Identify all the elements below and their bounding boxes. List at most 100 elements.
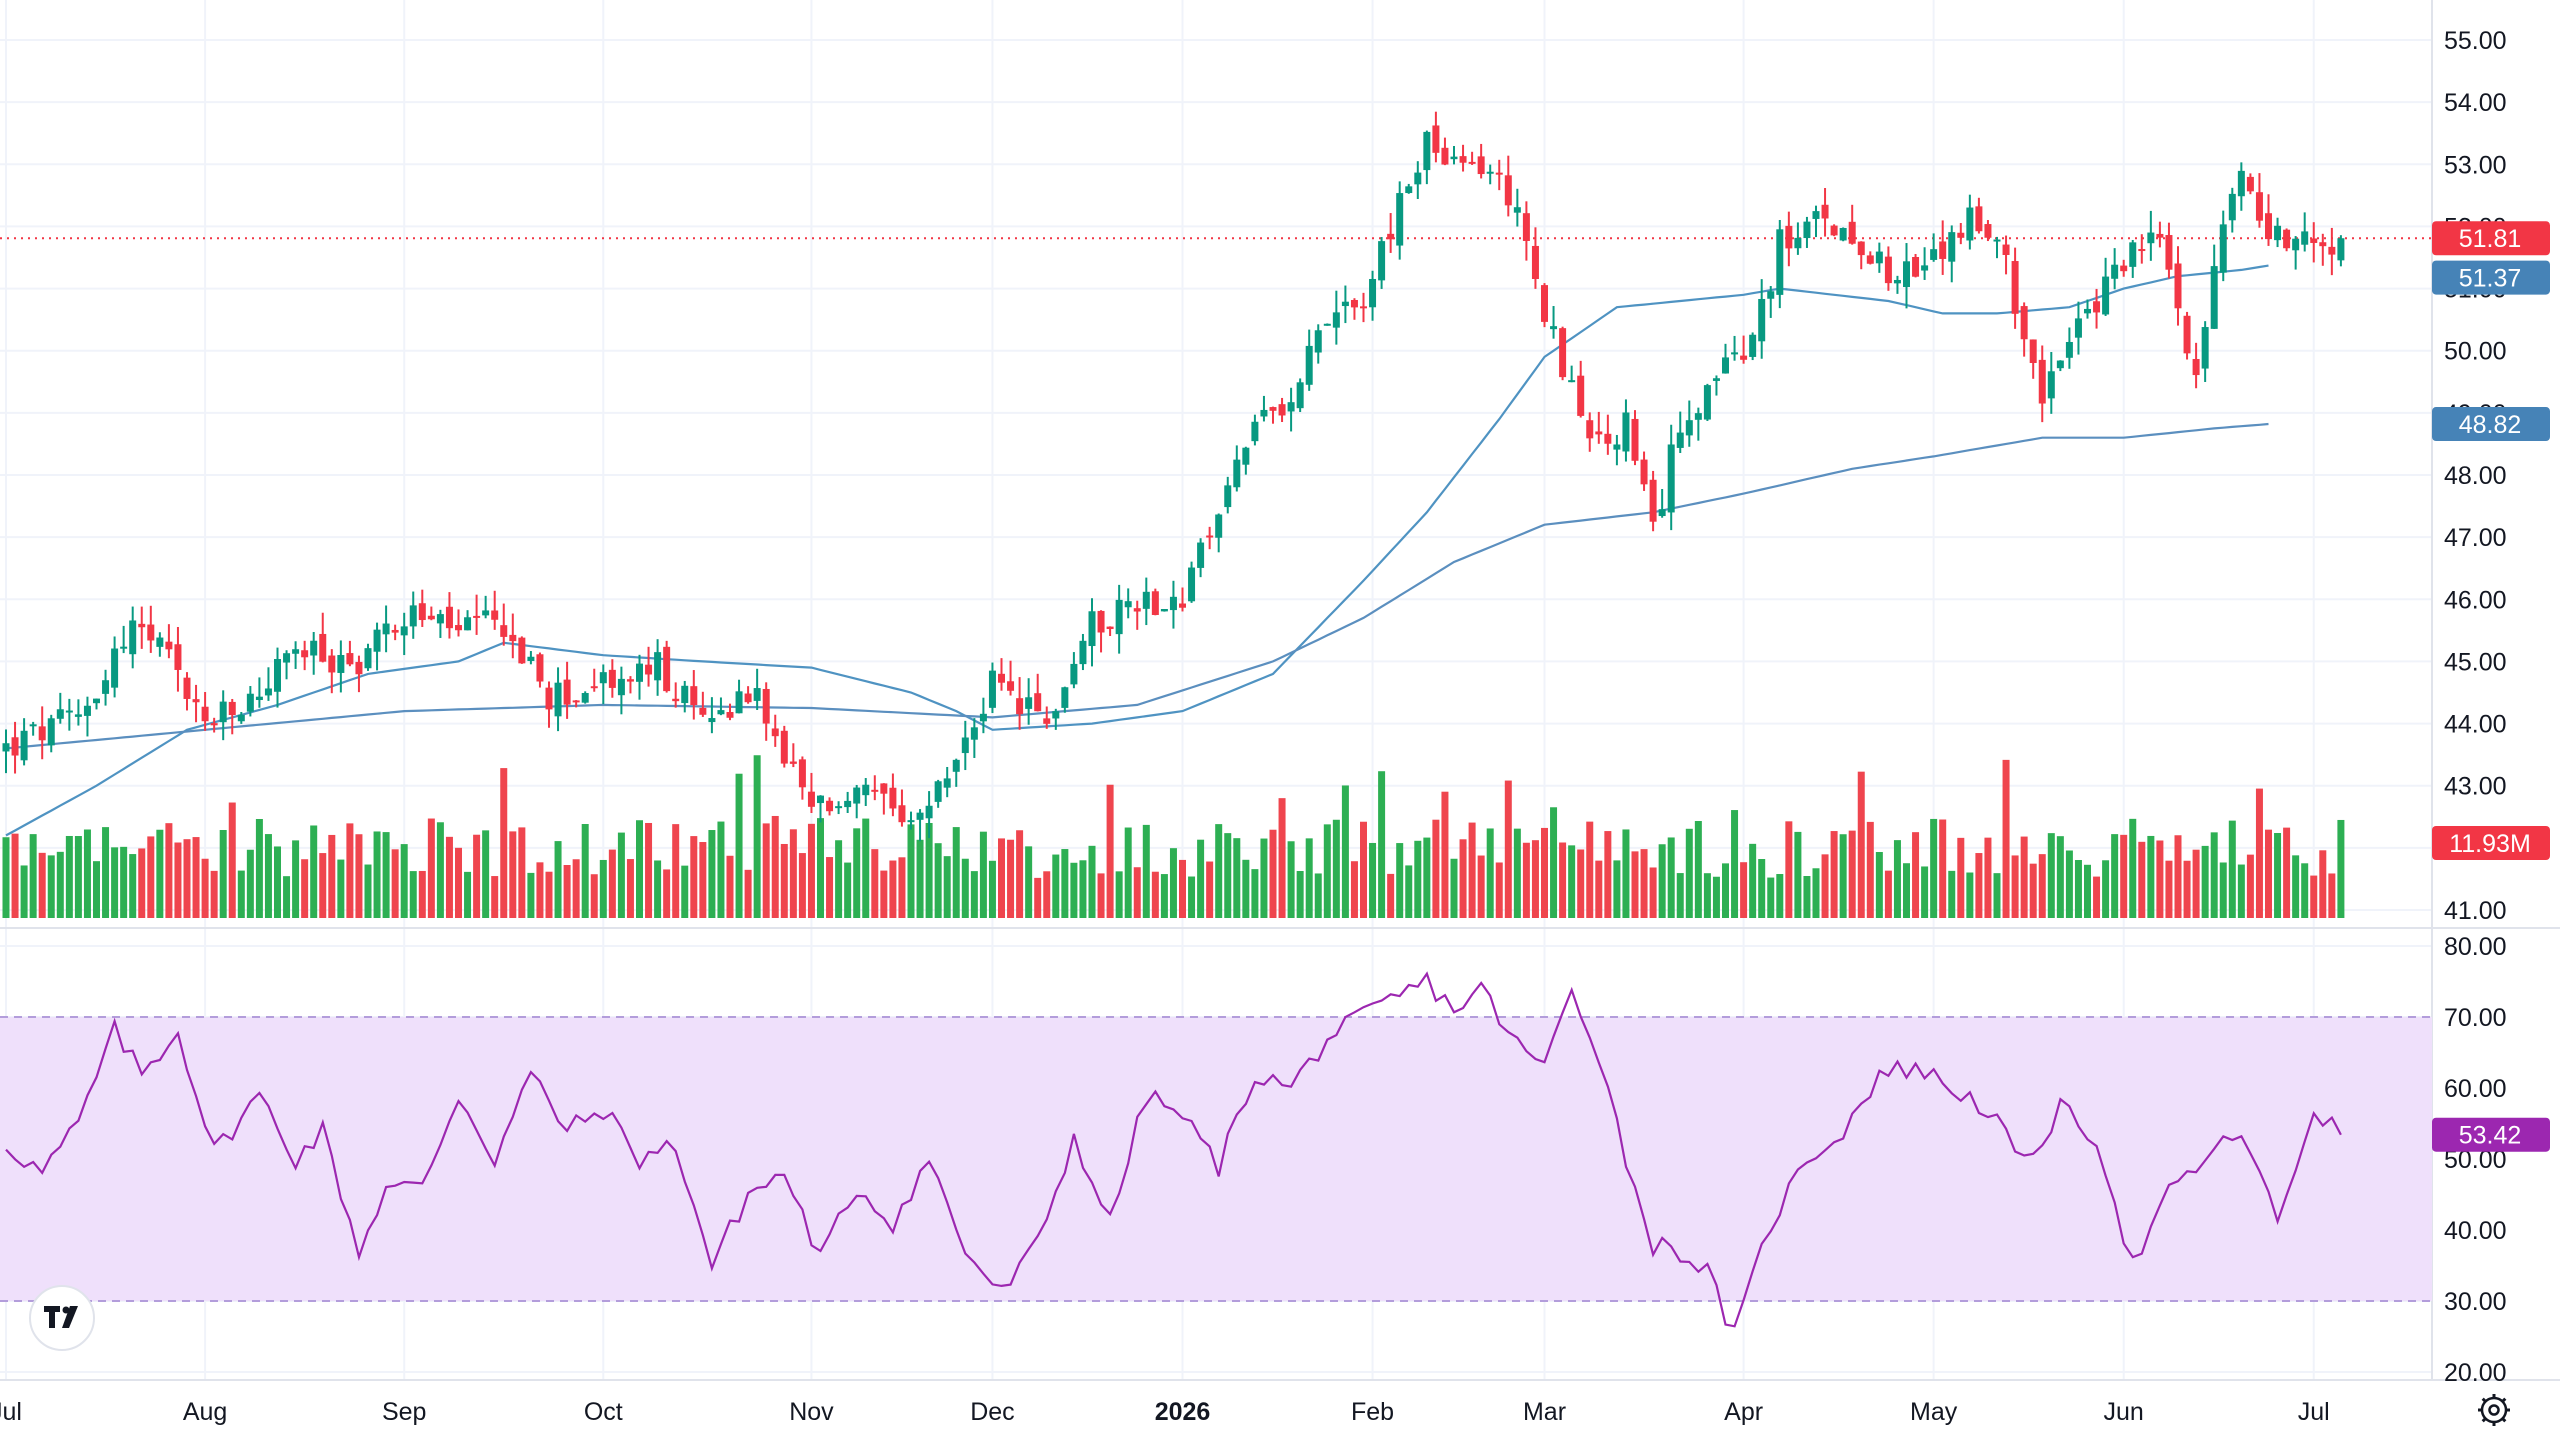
candle [301, 640, 309, 671]
volume-bar [826, 857, 834, 918]
candle [771, 714, 779, 747]
volume-bar [328, 834, 336, 918]
volume-bar [174, 842, 182, 918]
volume-bar [1667, 837, 1675, 918]
volume-bar [38, 852, 46, 918]
candle [2074, 301, 2082, 355]
volume-bar [373, 831, 381, 918]
candle [427, 606, 435, 621]
candle [93, 698, 100, 710]
volume-bar [473, 834, 481, 918]
volume-bar [192, 837, 200, 918]
candle [2265, 194, 2272, 246]
volume-bar [1106, 784, 1114, 918]
time-tick-label: Nov [789, 1398, 834, 1426]
rsi-tick-label: 70.00 [2444, 1004, 2507, 1032]
volume-bar [1305, 838, 1313, 918]
volume-bar [599, 859, 607, 918]
volume-bar [1486, 828, 1494, 918]
volume-bar [572, 859, 580, 918]
candle [617, 666, 625, 715]
volume-bar [301, 859, 309, 918]
candle [1088, 598, 1096, 667]
rsi-tick-label: 30.00 [2444, 1288, 2507, 1316]
candle [120, 625, 128, 654]
volume-bar [1052, 854, 1060, 918]
volume-bar [1296, 871, 1304, 918]
volume-bar [1007, 839, 1015, 918]
volume-bar [1694, 821, 1702, 918]
volume-bar [1016, 830, 1024, 918]
candle [11, 721, 19, 774]
candle [1631, 410, 1639, 466]
candle [283, 650, 291, 680]
volume-bar [1369, 842, 1377, 918]
volume-bar [2047, 833, 2055, 918]
volume-bar [1875, 852, 1883, 918]
price-candles [2, 111, 2345, 842]
candle [2138, 234, 2146, 264]
candle [1803, 216, 1811, 248]
volume-bar [1703, 873, 1711, 918]
candle [835, 801, 843, 815]
volume-bar [1531, 840, 1539, 918]
volume-bar [1115, 871, 1123, 918]
candle [636, 654, 643, 700]
volume-bar [391, 849, 399, 918]
price-tick-label: 41.00 [2444, 897, 2507, 925]
volume-bar [364, 864, 372, 918]
candle [1179, 587, 1186, 612]
rsi-line-path [5, 971, 2342, 1328]
volume-bar [1767, 877, 1775, 918]
candle [228, 698, 236, 735]
candle [400, 612, 408, 656]
volume-bar [2029, 863, 2037, 918]
candle [210, 717, 218, 733]
volume-bar [11, 833, 19, 918]
volume-bar [1495, 862, 1503, 918]
candle [2174, 246, 2182, 326]
volume-bar [491, 876, 499, 918]
volume-bar [165, 823, 173, 918]
volume-bar [1722, 863, 1729, 918]
rsi-line [5, 971, 2342, 1328]
volume-bar [1559, 842, 1567, 918]
candle [74, 699, 82, 726]
volume-bar [93, 861, 100, 918]
price-tick-label: 46.00 [2444, 586, 2507, 614]
settings-gear-icon[interactable] [2478, 1394, 2510, 1426]
volume-bar [1921, 866, 1929, 918]
candle [572, 700, 580, 708]
candle [2165, 222, 2173, 279]
volume-bar [2156, 840, 2164, 918]
candle [2319, 233, 2327, 266]
volume-bar [1839, 834, 1847, 918]
volume-bar [500, 768, 508, 918]
candle [1495, 159, 1503, 191]
price-tick-label: 54.00 [2444, 89, 2507, 117]
volume-bar [1595, 860, 1603, 918]
candle [1233, 445, 1241, 492]
candle [1269, 406, 1277, 424]
candle [1694, 407, 1702, 441]
volume-bar [1061, 849, 1069, 918]
candle [1568, 365, 1576, 383]
candle [1079, 633, 1087, 671]
candle [1206, 526, 1214, 550]
volume-bar [337, 859, 345, 918]
time-tick-label: Aug [183, 1398, 227, 1426]
candle [1314, 324, 1322, 364]
volume-bar [1857, 771, 1865, 918]
candle [1115, 584, 1123, 654]
candle [1703, 383, 1711, 421]
volume-bar [626, 859, 634, 918]
volume-bar [2228, 820, 2236, 918]
tradingview-logo[interactable] [29, 1285, 95, 1351]
volume-bar [1142, 824, 1150, 918]
volume-bar [2183, 860, 2191, 918]
volume-bar [1332, 819, 1340, 918]
candle [255, 677, 263, 708]
volume-bar [2201, 845, 2209, 918]
volume-bar [1513, 828, 1521, 918]
